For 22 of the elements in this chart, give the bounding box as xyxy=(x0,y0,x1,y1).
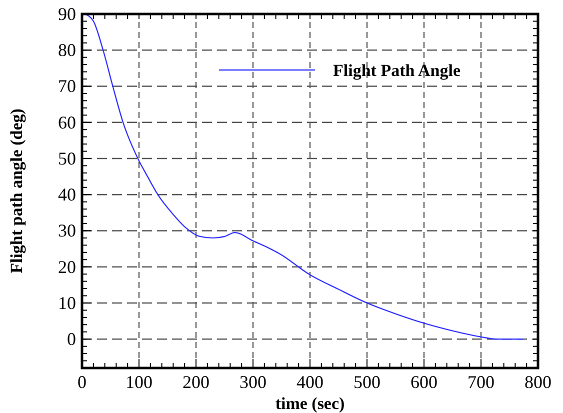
y-tick-label: 0 xyxy=(67,329,76,350)
x-tick-label: 200 xyxy=(182,372,210,392)
x-tick-label: 400 xyxy=(296,372,324,392)
y-tick-label: 30 xyxy=(58,220,76,241)
y-tick-label: 50 xyxy=(58,148,76,168)
y-tick-label: 90 xyxy=(58,4,76,24)
x-tick-label: 100 xyxy=(126,372,152,392)
x-tick-label: 300 xyxy=(240,372,266,392)
x-tick-label: 800 xyxy=(524,372,552,392)
y-tick-label: 40 xyxy=(58,184,76,205)
x-tick-label: 500 xyxy=(354,372,380,392)
x-tick-label: 700 xyxy=(468,372,494,392)
x-tick-label: 600 xyxy=(410,372,438,392)
y-tick-label: 60 xyxy=(58,112,76,132)
line-series xyxy=(84,14,524,340)
text: Flight Path Angle xyxy=(333,61,461,80)
y-tick-label: 10 xyxy=(58,292,76,313)
y-tick-label: 80 xyxy=(58,40,76,60)
y-tick-label: 70 xyxy=(58,76,76,96)
x-axis-title: time (sec) xyxy=(275,394,345,413)
y-axis-title: Flight path angle (deg) xyxy=(7,108,26,274)
y-tick-label: 20 xyxy=(58,256,76,277)
